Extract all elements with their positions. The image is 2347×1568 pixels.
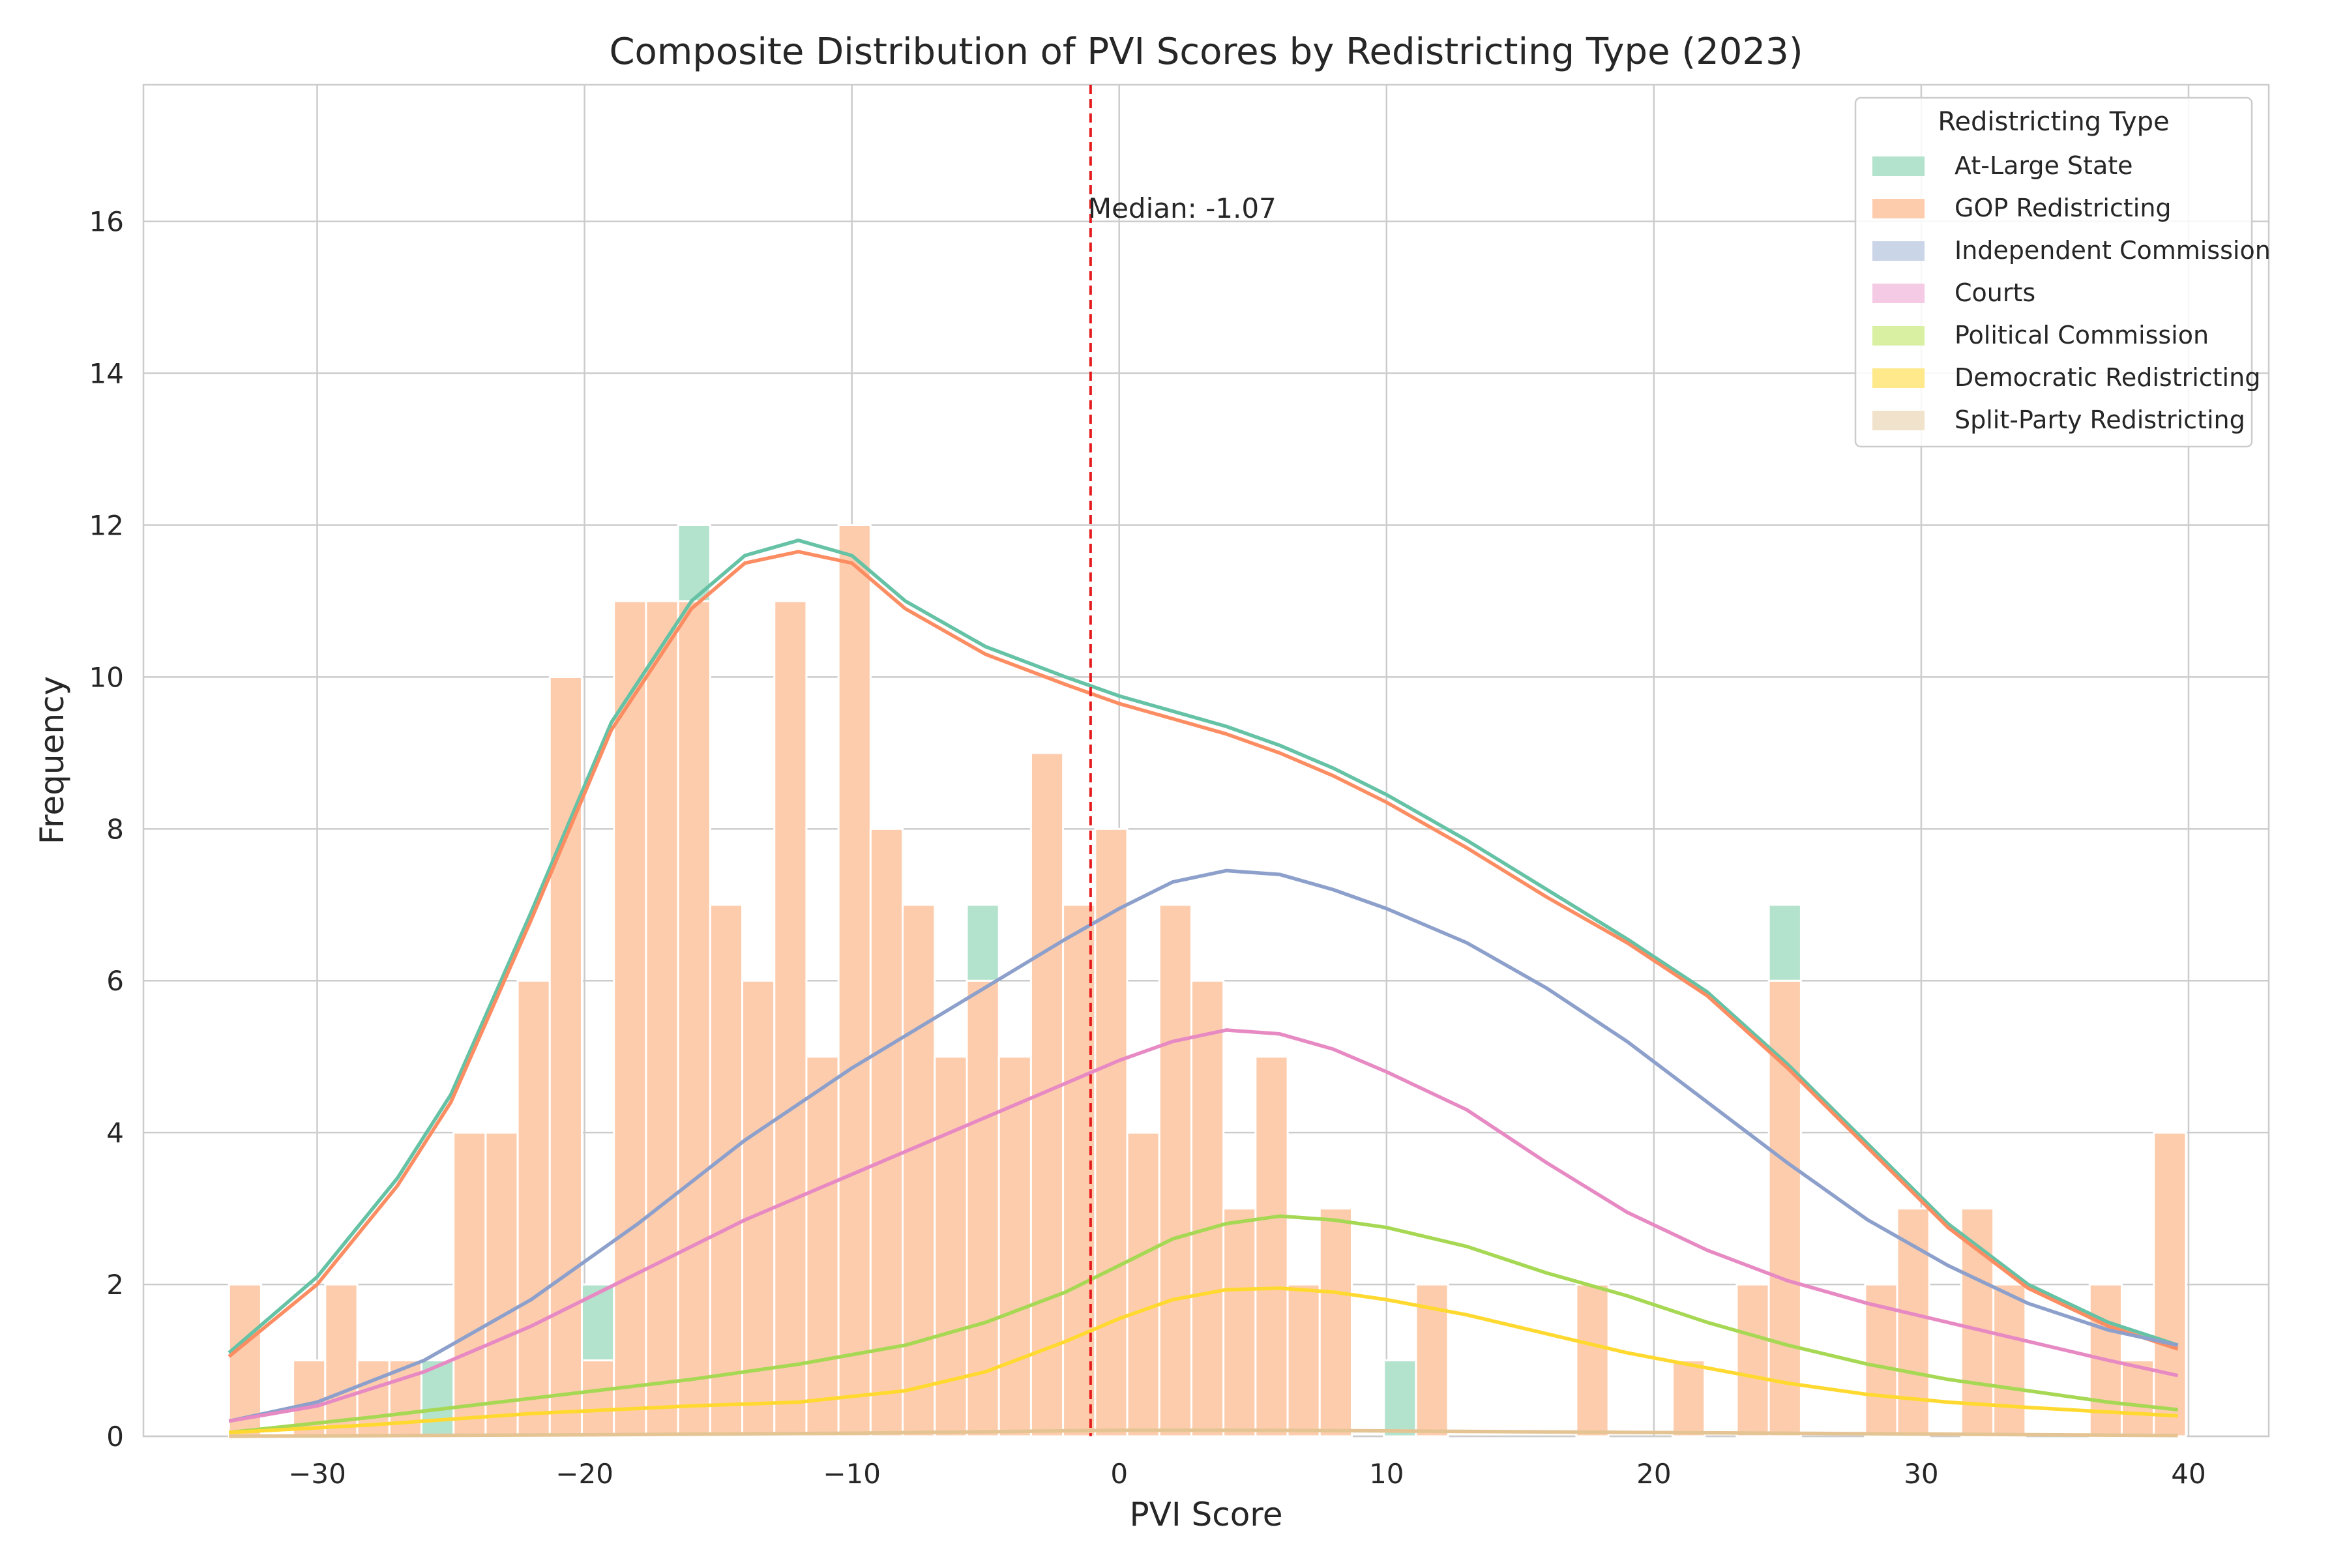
legend-swatch xyxy=(1872,199,1925,218)
bar xyxy=(581,1283,615,1362)
legend-swatch xyxy=(1872,411,1925,430)
bar xyxy=(324,1283,359,1438)
bar xyxy=(997,1056,1032,1438)
kde-line xyxy=(229,1428,2178,1438)
y-tick-label: 12 xyxy=(89,509,124,541)
bar xyxy=(1254,1056,1289,1438)
kde-line xyxy=(228,1214,2178,1434)
bar xyxy=(773,600,808,1438)
x-tick-label: 40 xyxy=(2171,1458,2206,1490)
chart-title: Composite Distribution of PVI Scores by … xyxy=(609,31,1803,73)
bar xyxy=(1735,1283,1770,1438)
bar xyxy=(548,675,583,1438)
bar xyxy=(966,904,1000,982)
y-tick-label: 14 xyxy=(89,358,124,390)
legend-swatch xyxy=(1872,241,1925,261)
bar xyxy=(1094,827,1129,1438)
x-tick-label: −20 xyxy=(555,1458,613,1490)
bar xyxy=(1672,1359,1706,1438)
legend-label: Political Commission xyxy=(1955,321,2209,349)
legend-label: Courts xyxy=(1955,278,2035,307)
legend-swatch xyxy=(1872,368,1925,388)
median-annotation: Median: -1.07 xyxy=(1088,85,1277,1436)
kde-line xyxy=(228,550,2179,1358)
bar xyxy=(452,1131,487,1438)
legend-label: Democratic Redistricting xyxy=(1955,363,2260,392)
x-tick-label: 20 xyxy=(1636,1458,1671,1490)
bar xyxy=(1767,904,1802,982)
bar xyxy=(934,1056,968,1438)
bar xyxy=(645,600,679,1438)
x-tick-label: 0 xyxy=(1110,1458,1128,1490)
axis-ticks: −30 −20 −10 0 10 20 30 40 0 2 4 6 8 10 12 14 16 xyxy=(89,206,2206,1490)
y-tick-label: 16 xyxy=(89,206,124,238)
bar xyxy=(1190,979,1225,1438)
bar xyxy=(805,1056,840,1438)
bar xyxy=(1286,1283,1321,1438)
legend-title: Redistricting Type xyxy=(1938,107,2169,137)
bar xyxy=(837,524,872,1438)
bars xyxy=(228,524,2187,1438)
kde-line xyxy=(229,1286,2178,1434)
legend-box xyxy=(1854,96,2253,448)
bar xyxy=(902,904,936,1438)
bar xyxy=(1062,904,1097,1438)
x-tick-label: −10 xyxy=(823,1458,881,1490)
kde-line xyxy=(228,868,2179,1423)
bar xyxy=(2153,1131,2187,1438)
x-tick-label: 30 xyxy=(1904,1458,1938,1490)
legend-swatch xyxy=(1872,326,1925,346)
legend-label: GOP Redistricting xyxy=(1955,194,2172,222)
x-tick-label: −30 xyxy=(288,1458,346,1490)
bar xyxy=(677,600,711,1438)
bar xyxy=(581,1359,615,1438)
bar xyxy=(1896,1207,1930,1438)
bar xyxy=(869,827,904,1438)
legend-swatch xyxy=(1872,284,1925,303)
y-tick-label: 6 xyxy=(106,965,124,997)
bar xyxy=(1383,1359,1417,1438)
y-axis-label: Frequency xyxy=(33,676,71,844)
bar xyxy=(1126,1131,1160,1438)
bar xyxy=(484,1131,519,1438)
y-tick-label: 10 xyxy=(89,661,124,693)
y-tick-label: 0 xyxy=(106,1421,124,1453)
y-tick-label: 2 xyxy=(106,1269,124,1301)
bar xyxy=(516,979,551,1438)
bar xyxy=(2120,1359,2155,1438)
y-tick-label: 8 xyxy=(106,813,124,845)
bar xyxy=(1992,1283,2027,1438)
bar xyxy=(1158,904,1192,1438)
legend-label: Split-Party Redistricting xyxy=(1955,406,2245,434)
legend: Redistricting Type At-Large State GOP Red… xyxy=(1854,96,2271,448)
bar xyxy=(1222,1207,1257,1438)
x-tick-label: 10 xyxy=(1369,1458,1404,1490)
legend-items: At-Large State GOP Redistricting Independe… xyxy=(1872,151,2271,434)
bar xyxy=(1318,1207,1353,1438)
kde-curves xyxy=(228,539,2179,1438)
kde-line xyxy=(228,539,2179,1354)
legend-label: Independent Commission xyxy=(1955,236,2271,265)
bar xyxy=(1575,1283,1610,1438)
kde-line xyxy=(228,1028,2179,1423)
legend-swatch xyxy=(1872,156,1925,176)
median-label: Median: -1.07 xyxy=(1088,192,1277,224)
bar xyxy=(1767,979,1802,1438)
legend-label: At-Large State xyxy=(1955,151,2133,180)
y-tick-label: 4 xyxy=(106,1117,124,1149)
bar xyxy=(228,1283,262,1438)
bar xyxy=(709,904,744,1438)
bar xyxy=(613,600,647,1438)
x-axis-label: PVI Score xyxy=(1129,1496,1282,1533)
